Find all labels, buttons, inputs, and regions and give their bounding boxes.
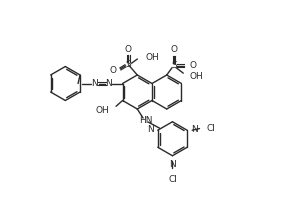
Text: N: N [91,79,98,88]
Text: N: N [147,125,154,134]
Text: O: O [171,45,178,54]
Text: HN: HN [139,116,153,125]
Text: O: O [125,45,132,54]
Text: Cl: Cl [206,124,215,133]
Text: N: N [191,125,198,134]
Text: O: O [110,66,117,75]
Text: OH: OH [95,106,109,115]
Text: S: S [126,60,131,69]
Text: O: O [190,61,197,70]
Text: OH: OH [189,72,203,81]
Text: S: S [171,61,177,70]
Text: Cl: Cl [168,175,177,184]
Text: N: N [106,79,112,88]
Text: N: N [169,160,176,169]
Text: OH: OH [145,52,159,62]
